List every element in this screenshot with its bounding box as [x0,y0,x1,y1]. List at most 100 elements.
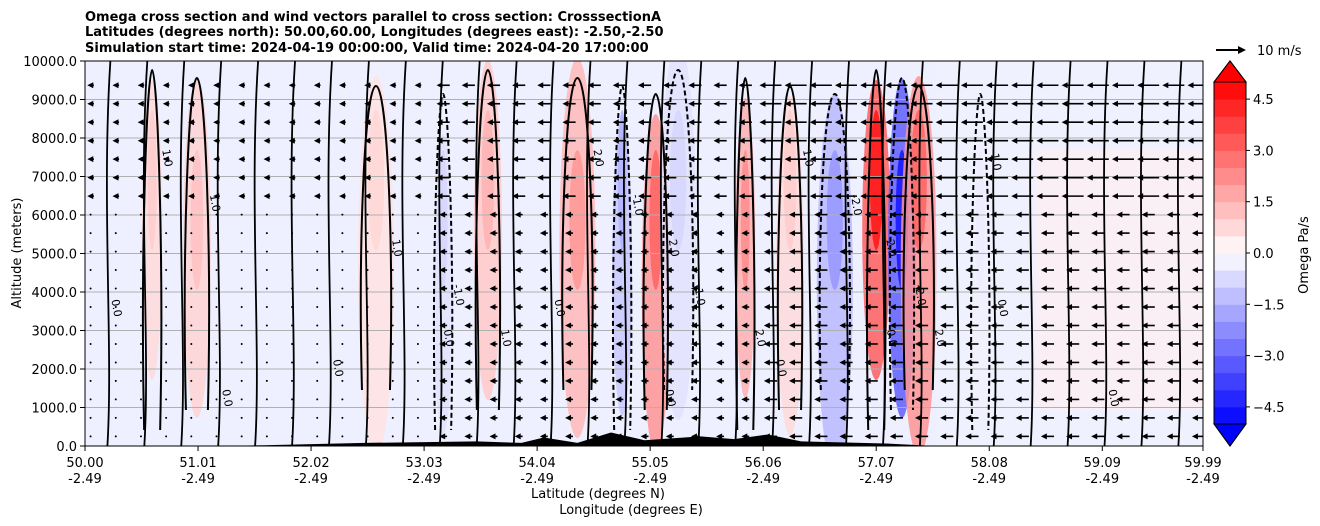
wind-vector-head [213,174,220,181]
wind-vector-head [162,119,169,126]
omega-contour [359,84,393,391]
wind-vector-head [137,119,144,126]
colorbar-tick-label: −1.5 [1253,298,1285,313]
wind-vector-dot [391,342,394,345]
wind-vector-head [940,285,947,292]
x-axis: 50.00-2.4951.01-2.4952.02-2.4953.03-2.49… [66,446,1222,487]
wind-vector-head [1086,82,1093,89]
wind-vector-dot [341,416,344,419]
wind-vector-head [1141,433,1148,440]
wind-vector-head [1015,340,1022,347]
wind-vector-head [238,119,245,126]
wind-vector-head [1061,100,1068,107]
wind-vector-head [565,414,572,421]
wind-vector-head [1091,304,1098,311]
wind-vector-head [1187,137,1194,144]
wind-vector-head [741,396,748,403]
colorbar-tick-label: 1.5 [1253,196,1274,211]
wind-vector-head [814,211,821,218]
wind-vector-head [1137,156,1144,163]
wind-vector-head [688,156,695,163]
wind-vector-head [1187,82,1194,89]
wind-vector-head [565,248,572,255]
wind-vector-dot [316,361,319,364]
wind-vector-head [990,414,997,421]
wind-vector-head [885,119,892,126]
wind-vector-head [238,100,245,107]
wind-vector-head [738,82,745,89]
wind-vector-dot [165,250,168,253]
wind-vector-head [1061,174,1068,181]
wind-vector-dot [190,379,193,382]
colorbar: 4.5 3.0 1.5 0.0 −1.5 −3.0 −4.5 [1212,60,1285,447]
wind-vector-head [910,100,917,107]
wind-vector-head [990,359,997,366]
wind-vector-head [389,137,396,144]
wind-vector-head [1137,137,1144,144]
wind-vector-head [612,82,619,89]
wind-vector-head [814,340,821,347]
wind-vector-head [263,100,270,107]
wind-vector-head [789,414,796,421]
wind-vector-head [313,100,320,107]
wind-vector-head [1066,304,1073,311]
wind-vector-head [814,414,821,421]
wind-vector-head [590,285,597,292]
wind-vector-dot [341,250,344,253]
wind-vector-head [665,340,672,347]
wind-vector-head [637,119,644,126]
wind-vector-head [188,119,195,126]
wind-vector-head [1040,267,1047,274]
wind-vector-head [986,156,993,163]
wind-vector-head [612,156,619,163]
wind-vector-head [864,322,871,329]
wind-vector-head [537,156,544,163]
wind-vector-dot [139,213,142,216]
x-tick-label-lat: 53.03 [405,456,442,471]
wind-vector-head [1015,211,1022,218]
wind-vector-dot [114,250,117,253]
colorbar-tick-label: 3.0 [1253,144,1274,159]
contour-label: 0.0 [108,298,124,317]
colorbar-segment [1214,184,1246,203]
wind-vector-head [935,82,942,89]
wind-vector-head [188,100,195,107]
wind-vector-dot [165,324,168,327]
wind-vector-head [565,211,572,218]
wind-vector-head [439,340,446,347]
wind-vector-head [1166,248,1173,255]
zero-contour [216,61,223,446]
wind-vector-head [364,156,371,163]
wind-vector-head [1116,211,1123,218]
wind-vector-head [940,414,947,421]
wind-vector-head [763,414,770,421]
wind-vector-dot [215,287,218,290]
wind-vector-head [986,137,993,144]
wind-vector-head [763,267,770,274]
wind-vector-head [665,414,672,421]
zero-contour [881,61,887,446]
wind-vector-head [713,119,720,126]
wind-vector-head [960,82,967,89]
wind-vector-dot [114,287,117,290]
wind-vector-dot [215,416,218,419]
wind-vector-head [789,322,796,329]
chart-title-line-2: Latitudes (degrees north): 50.00,60.00, … [85,25,664,40]
wind-vector-head [339,156,346,163]
wind-vector-head [1011,193,1018,200]
quiver-key: 10 m/s [1216,44,1302,59]
wind-vector-dot [391,324,394,327]
wind-vector-head [763,304,770,311]
wind-vector-head [1191,322,1198,329]
wind-vector-head [741,340,748,347]
wind-vector-head [1166,377,1173,384]
wind-vector-head [663,137,670,144]
wind-vector-head [716,285,723,292]
y-tick-label: 6000.0 [32,209,78,224]
contour-label: -2.0 [848,193,865,216]
wind-vector-head [814,285,821,292]
wind-vector-head [759,156,766,163]
y-tick-label: 2000.0 [32,363,78,378]
wind-vector-head [990,396,997,403]
wind-vector-dot [240,269,243,272]
